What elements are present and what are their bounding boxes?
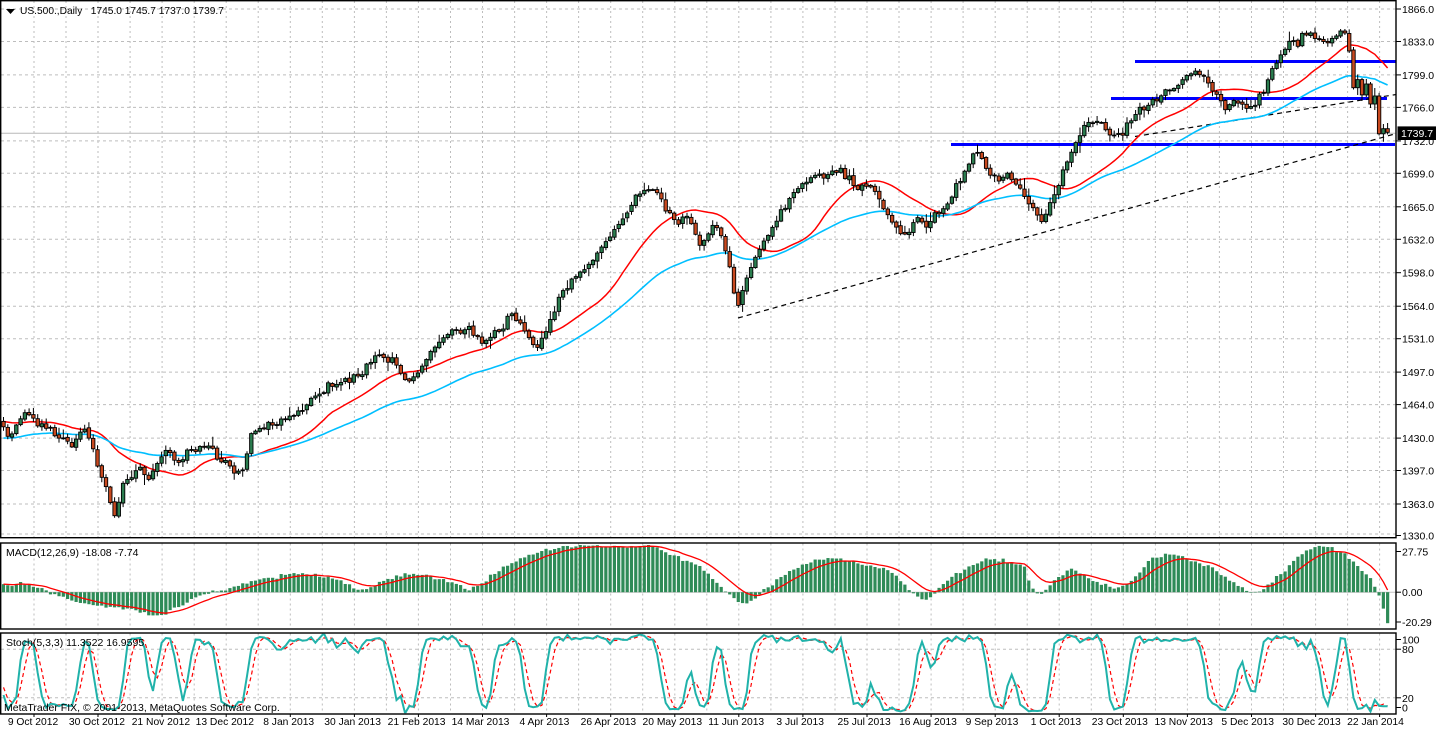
svg-text:1 Oct 2013: 1 Oct 2013 [1031,717,1082,728]
svg-text:25 Jul 2013: 25 Jul 2013 [837,717,891,728]
svg-text:8 Jan 2013: 8 Jan 2013 [263,717,314,728]
svg-text:23 Oct 2013: 23 Oct 2013 [1092,717,1148,728]
svg-text:-20.29: -20.29 [1402,617,1432,629]
svg-text:21 Nov 2012: 21 Nov 2012 [132,717,191,728]
svg-text:1397.0: 1397.0 [1402,466,1434,478]
svg-text:1799.0: 1799.0 [1402,70,1434,82]
svg-text:22 Jan 2014: 22 Jan 2014 [1347,717,1404,728]
svg-text:1766.0: 1766.0 [1402,102,1434,114]
svg-text:80: 80 [1402,644,1414,656]
svg-text:1430.0: 1430.0 [1402,433,1434,445]
svg-text:30 Oct 2012: 30 Oct 2012 [69,717,125,728]
svg-text:1564.0: 1564.0 [1402,301,1434,313]
svg-text:1665.0: 1665.0 [1402,202,1434,214]
svg-text:MetaTrader FIX, © 2001-2013, M: MetaTrader FIX, © 2001-2013, MetaQuotes … [4,702,280,714]
svg-text:1464.0: 1464.0 [1402,400,1434,412]
svg-text:1699.0: 1699.0 [1402,168,1434,180]
svg-text:1598.0: 1598.0 [1402,268,1434,280]
svg-text:0: 0 [1402,703,1408,715]
svg-text:21 Feb 2013: 21 Feb 2013 [388,717,446,728]
svg-text:20 May 2013: 20 May 2013 [643,717,703,728]
svg-text:1739.7: 1739.7 [1401,128,1433,140]
svg-text:26 Apr 2013: 26 Apr 2013 [581,717,637,728]
svg-text:9 Oct 2012: 9 Oct 2012 [8,717,59,728]
svg-text:5 Dec 2013: 5 Dec 2013 [1221,717,1274,728]
svg-text:1632.0: 1632.0 [1402,234,1434,246]
svg-text:Stoch(5,3,3) 11.3522 16.9595: Stoch(5,3,3) 11.3522 16.9595 [6,637,144,649]
svg-text:4 Apr 2013: 4 Apr 2013 [519,717,569,728]
svg-text:16 Aug 2013: 16 Aug 2013 [899,717,957,728]
svg-text:1330.0: 1330.0 [1402,531,1434,543]
svg-text:1363.0: 1363.0 [1402,499,1434,511]
svg-text:27.75: 27.75 [1402,547,1428,559]
svg-text:MACD(12,26,9) -18.08 -7.74: MACD(12,26,9) -18.08 -7.74 [6,547,139,559]
svg-text:0.00: 0.00 [1402,587,1423,599]
svg-text:14 Mar 2013: 14 Mar 2013 [452,717,510,728]
svg-text:3 Jul 2013: 3 Jul 2013 [776,717,824,728]
svg-text:US.500.,Daily 1745.0 1745.7: US.500.,Daily 1745.0 1745.7 1737.0 1739.… [20,6,224,17]
svg-text:1497.0: 1497.0 [1402,367,1434,379]
svg-text:1833.0: 1833.0 [1402,37,1434,49]
svg-text:11 Jun 2013: 11 Jun 2013 [708,717,764,728]
svg-text:30 Jan 2013: 30 Jan 2013 [324,717,381,728]
svg-text:1531.0: 1531.0 [1402,334,1434,346]
svg-text:9 Sep 2013: 9 Sep 2013 [966,717,1019,728]
svg-text:1866.0: 1866.0 [1402,4,1434,16]
svg-text:30 Dec 2013: 30 Dec 2013 [1282,717,1341,728]
svg-text:13 Dec 2012: 13 Dec 2012 [196,717,255,728]
svg-text:13 Nov 2013: 13 Nov 2013 [1154,717,1213,728]
